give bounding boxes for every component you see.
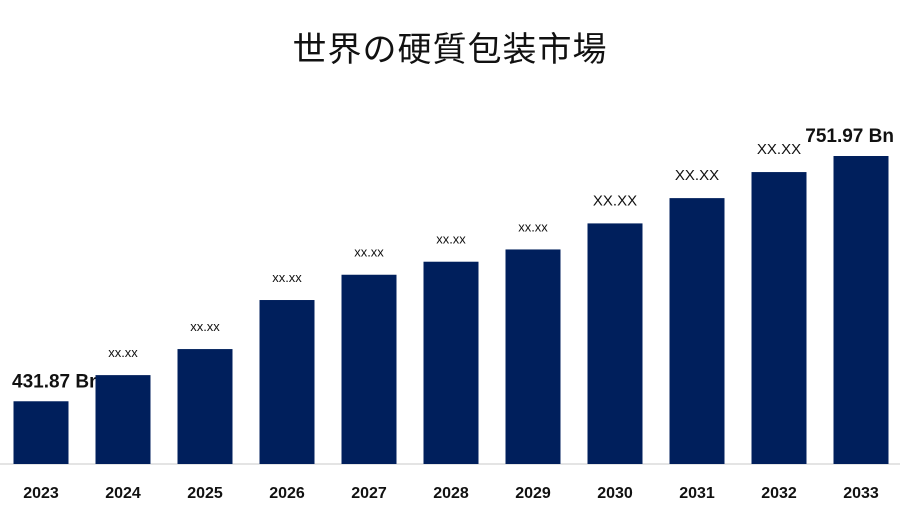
bar-2026: [259, 300, 315, 464]
data-label-2031: XX.XX: [675, 167, 719, 184]
x-tick-label-2023: 2023: [23, 485, 59, 502]
data-label-2030: XX.XX: [593, 192, 637, 209]
data-label-2024: xx.xx: [108, 345, 138, 360]
bar-2023: [13, 401, 69, 464]
data-label-2027: xx.xx: [354, 245, 384, 260]
bar-2024: [95, 375, 151, 464]
x-tick-label-2030: 2030: [597, 485, 633, 502]
bar-2029: [505, 249, 561, 464]
data-label-2023: 431.87 Bn: [12, 371, 101, 392]
x-tick-label-2028: 2028: [433, 485, 469, 502]
bar-2025: [177, 349, 233, 464]
bar-2033: [833, 156, 889, 464]
x-tick-label-2029: 2029: [515, 485, 551, 502]
data-label-2028: xx.xx: [436, 232, 466, 247]
data-label-2029: xx.xx: [518, 219, 548, 234]
x-tick-label-2025: 2025: [187, 485, 223, 502]
x-tick-label-2031: 2031: [679, 485, 715, 502]
data-label-2026: xx.xx: [272, 270, 302, 285]
data-label-2033: 751.97 Bn: [805, 126, 894, 147]
bar-2030: [587, 223, 643, 464]
x-tick-label-2027: 2027: [351, 485, 387, 502]
data-label-2032: XX.XX: [757, 141, 801, 158]
bar-2031: [669, 198, 725, 465]
x-tick-label-2032: 2032: [761, 485, 797, 502]
chart-title: 世界の硬質包装市場: [292, 30, 608, 70]
x-tick-label-2026: 2026: [269, 485, 305, 502]
bar-2027: [341, 274, 397, 464]
data-label-2025: xx.xx: [190, 319, 220, 334]
bar-2028: [423, 261, 479, 464]
bar-2032: [751, 172, 807, 465]
x-tick-label-2033: 2033: [843, 485, 879, 502]
x-tick-label-2024: 2024: [105, 485, 141, 502]
